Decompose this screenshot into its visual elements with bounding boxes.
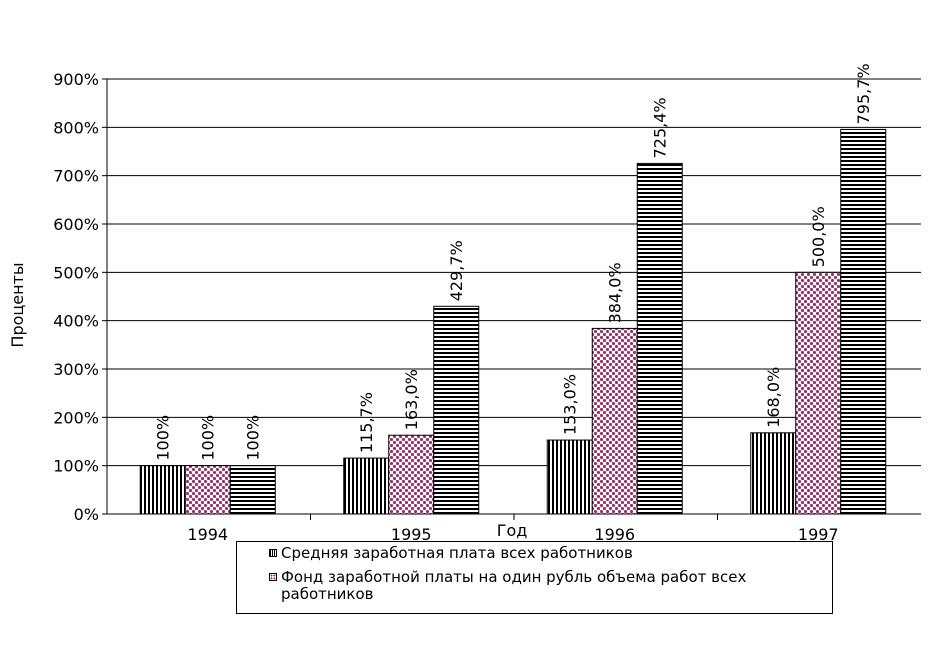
y-tick-label: 500% [53, 263, 99, 282]
y-tick-label: 700% [53, 167, 99, 186]
y-tick-label: 200% [53, 408, 99, 427]
y-tick-labels: 0% 100% 200% 300% 400% 500% 600% 700% 800% 900% [53, 70, 99, 524]
y-tick-label: 0% [74, 505, 99, 524]
y-tick-label: 900% [53, 70, 99, 89]
data-label: 795,7% [854, 63, 873, 124]
data-labels: 100% 100% 100% 115,7% 163,0% 429,7% 153,0% 384,… [154, 63, 874, 460]
data-label: 725,4% [651, 97, 670, 158]
data-label: 153,0% [561, 374, 580, 435]
legend: Средняя заработная плата всех работников… [236, 541, 833, 614]
data-label: 163,0% [402, 369, 421, 430]
legend-label-series-1: Средняя заработная плата всех работников [281, 544, 633, 562]
data-label: 100% [154, 415, 173, 461]
y-tick-label: 800% [53, 118, 99, 137]
bar [433, 305, 480, 515]
legend-item-series-1: Средняя заработная плата всех работников [269, 544, 824, 562]
bar [229, 465, 276, 515]
x-tick-label: 1994 [187, 525, 228, 544]
data-label: 500,0% [809, 206, 828, 267]
bar [750, 432, 797, 515]
x-tick-label: 1996 [594, 525, 635, 544]
x-tick-label: 1997 [798, 525, 839, 544]
x-tick-labels: 1994 1995 1996 1997 [187, 514, 839, 544]
data-label: 384,0% [606, 262, 625, 323]
data-label: 115,7% [357, 392, 376, 453]
legend-swatch-dotted [269, 573, 277, 581]
x-axis-label: Год [497, 521, 528, 540]
y-tick-label: 600% [53, 215, 99, 234]
bar [139, 465, 186, 515]
bar [343, 457, 390, 515]
data-label: 429,7% [447, 240, 466, 301]
data-label: 168,0% [764, 367, 783, 428]
bar [546, 439, 593, 515]
y-tick-label: 100% [53, 457, 99, 476]
data-label: 100% [244, 415, 263, 461]
bars [139, 128, 887, 515]
data-label: 100% [199, 415, 218, 461]
y-tick-label: 400% [53, 312, 99, 331]
bar [636, 162, 683, 515]
legend-item-series-2: Фонд заработной платы на один рубль объе… [269, 568, 824, 603]
x-tick-label: 1995 [391, 525, 432, 544]
bar [388, 434, 435, 515]
bar [184, 465, 231, 515]
bar [591, 327, 638, 515]
bar [840, 128, 887, 515]
y-tick-label: 300% [53, 360, 99, 379]
legend-label-series-2: Фонд заработной платы на один рубль объе… [281, 568, 747, 603]
bar [795, 271, 842, 515]
y-axis-label: Проценты [8, 262, 27, 347]
legend-swatch-vertical-stripes [269, 549, 277, 557]
